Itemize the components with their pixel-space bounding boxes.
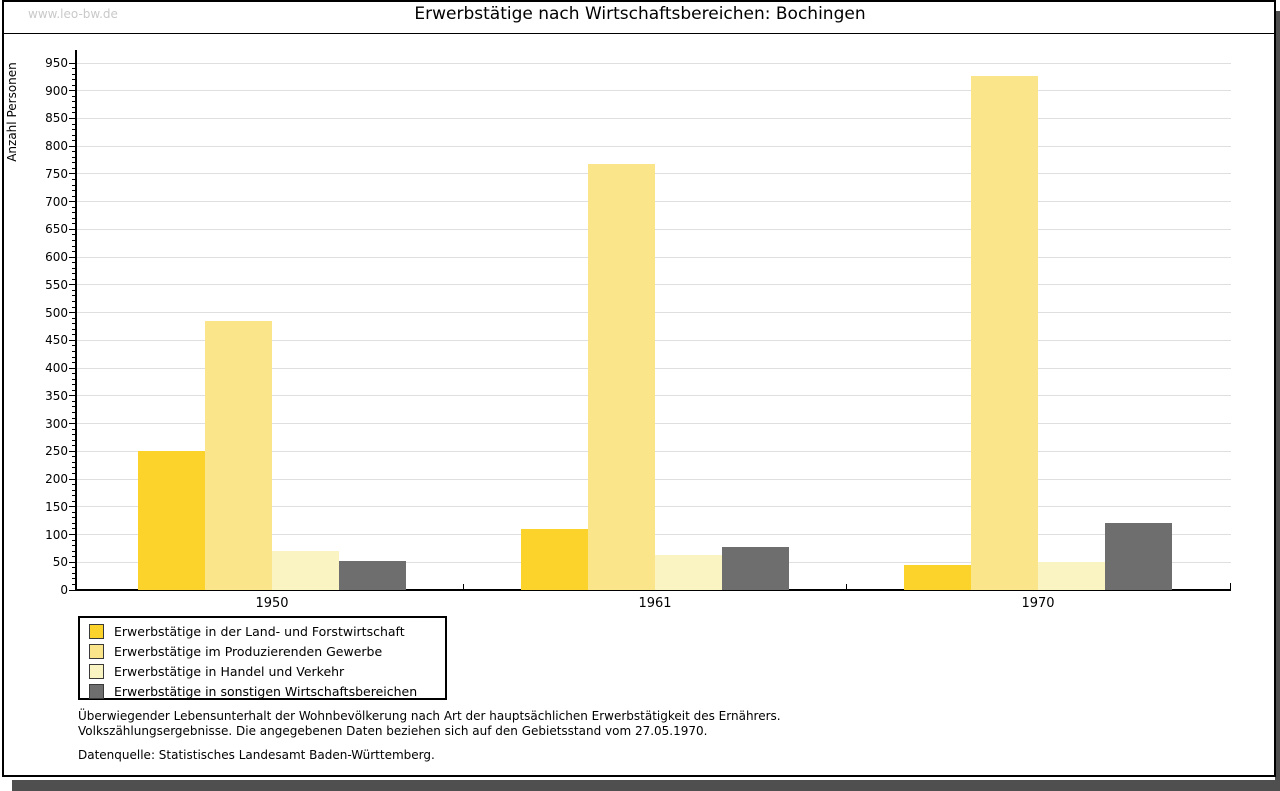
legend-row: Erwerbstätige in Handel und Verkehr — [89, 661, 445, 681]
watermark: www.leo-bw.de — [28, 7, 118, 21]
legend-label: Erwerbstätige im Produzierenden Gewerbe — [114, 643, 383, 659]
legend-swatch — [89, 623, 104, 639]
footnote: Überwiegender Lebensunterhalt der Wohnbe… — [78, 709, 781, 739]
legend-swatch — [89, 683, 104, 699]
plot-area — [77, 50, 1231, 590]
gridline — [77, 90, 1231, 92]
frame-shadow-bottom — [12, 780, 1278, 791]
chart-frame-border — [2, 0, 1276, 777]
footnote-line-2: Volkszählungsergebnisse. Die angegebenen… — [78, 724, 708, 738]
legend-row: Erwerbstätige in sonstigen Wirtschaftsbe… — [89, 681, 445, 701]
bar — [904, 565, 971, 590]
footnote-line-1: Überwiegender Lebensunterhalt der Wohnbe… — [78, 709, 781, 723]
bar — [971, 76, 1038, 590]
legend-row: Erwerbstätige im Produzierenden Gewerbe — [89, 641, 445, 661]
bar — [588, 163, 655, 590]
legend-row: Erwerbstätige in der Land- und Forstwirt… — [89, 621, 445, 641]
gridline — [77, 117, 1231, 119]
legend-label: Erwerbstätige in Handel und Verkehr — [114, 663, 345, 679]
bar — [722, 546, 789, 590]
legend-swatch — [89, 663, 104, 679]
bar — [1038, 562, 1105, 590]
bar — [138, 451, 205, 590]
y-axis-line — [75, 50, 77, 591]
legend-label: Erwerbstätige in der Land- und Forstwirt… — [114, 623, 405, 639]
bar — [205, 320, 272, 590]
legend-label: Erwerbstätige in sonstigen Wirtschaftsbe… — [114, 683, 418, 699]
frame-shadow-right — [1275, 11, 1280, 791]
legend: Erwerbstätige in der Land- und Forstwirt… — [78, 616, 447, 700]
data-source: Datenquelle: Statistisches Landesamt Bad… — [78, 748, 435, 762]
bar — [272, 551, 339, 590]
bar — [339, 561, 406, 590]
x-axis-line — [75, 589, 1231, 591]
gridline — [77, 145, 1231, 147]
bar — [1105, 523, 1172, 590]
legend-swatch — [89, 643, 104, 659]
header-divider-line — [4, 33, 1276, 34]
y-axis-title: Anzahl Personen — [5, 62, 19, 162]
bar — [655, 555, 722, 590]
bar — [521, 528, 588, 590]
gridline — [77, 62, 1231, 64]
chart-title: Erwerbstätige nach Wirtschaftsbereichen:… — [414, 4, 866, 24]
